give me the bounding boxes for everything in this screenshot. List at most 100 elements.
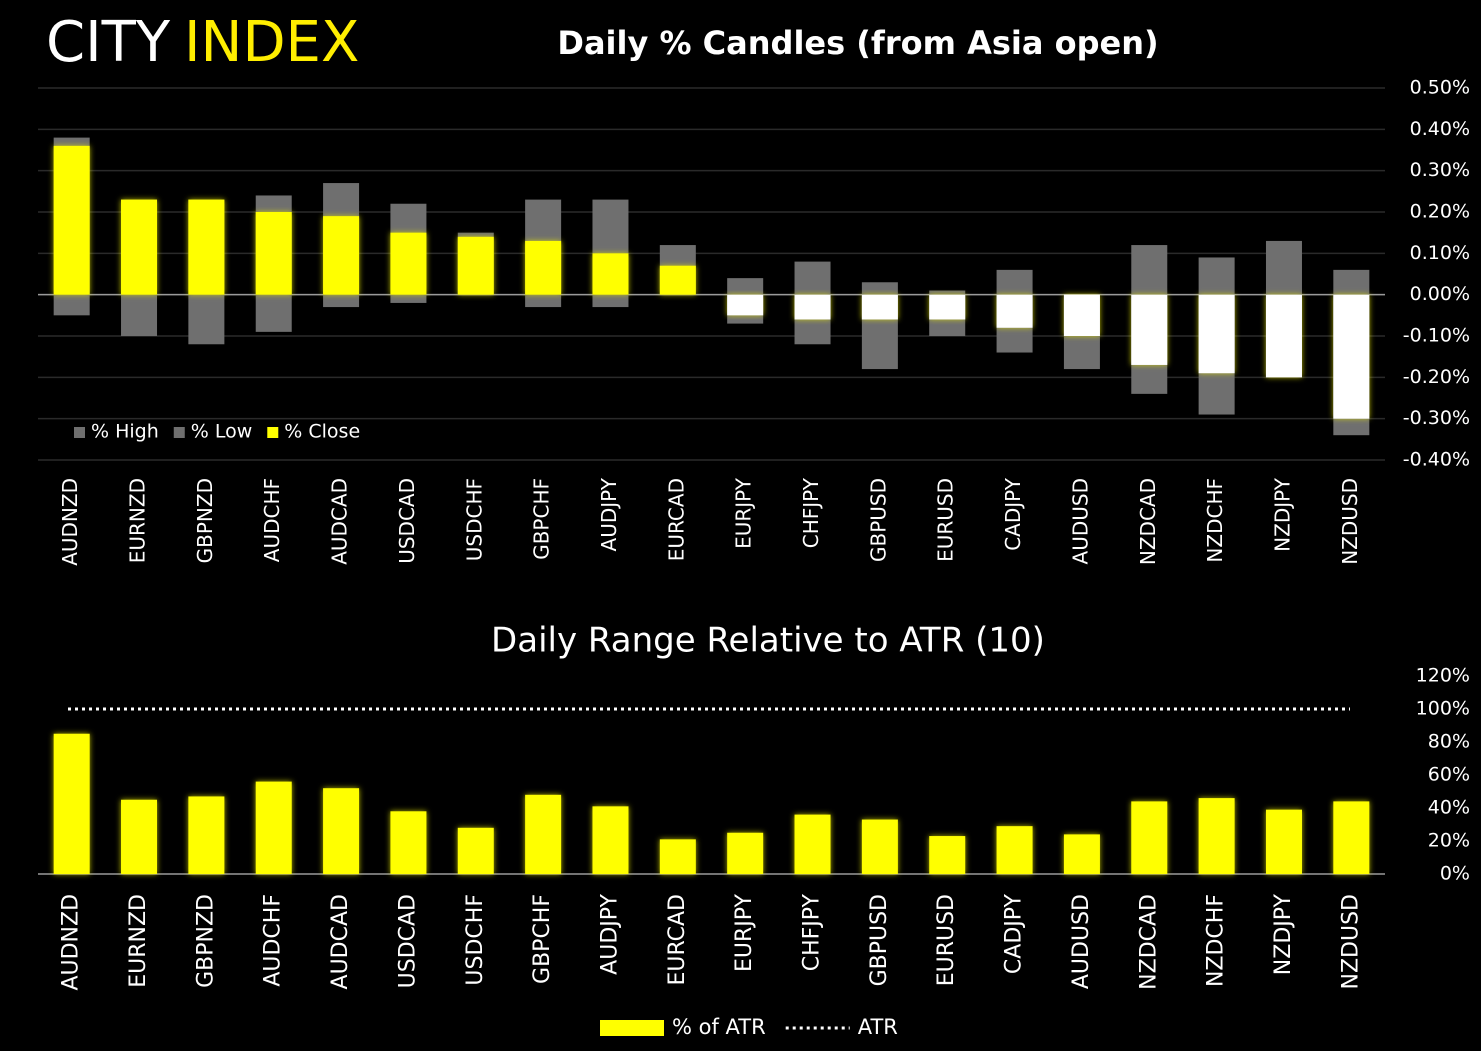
high-bar [794,261,831,295]
x-tick-label: GBPNZD [193,478,217,563]
low-bar [121,294,158,336]
x-tick-label: CADJPY [1002,893,1027,974]
bar [727,832,764,874]
x-tick-label: AUDUSD [1068,478,1092,564]
x-tick-label: USDCHF [463,894,488,986]
y-tick-label: 0.10% [1410,242,1470,264]
close-bar [929,294,966,320]
bar [929,836,966,874]
close-bar [1333,294,1370,419]
bar [1131,801,1168,874]
x-tick-label: NZDCHF [1203,478,1227,563]
bar [457,827,494,874]
y-tick-label: 0.20% [1410,201,1470,223]
bar [659,839,696,874]
high-bar [929,290,966,295]
low-bar [390,294,427,303]
high-bar [1131,245,1168,295]
bar [188,796,225,874]
high-bar [727,278,764,295]
x-tick-label: NZDUSD [1338,478,1362,565]
close-bar [457,236,494,295]
y-tick-label: -0.10% [1403,325,1470,347]
x-tick-label: GBPCHF [530,894,555,984]
low-bar [323,294,360,308]
legend-label: % of ATR [672,1015,766,1039]
x-tick-label: EURNZD [126,894,151,988]
y-tick-label: 80% [1428,731,1470,753]
legend-label: % Low [191,421,253,443]
bar [525,794,562,874]
y-tick-label: 0% [1440,863,1470,885]
y-tick-label: 40% [1428,797,1470,819]
close-bar [390,232,427,295]
y-tick-label: 0.30% [1410,159,1470,181]
x-tick-label: AUDNZD [58,478,82,566]
x-tick-label: EURCAD [664,478,688,561]
close-bar [525,240,562,295]
x-tick-label: USDCAD [395,894,420,988]
y-tick-label: 0.40% [1410,118,1470,140]
bar [1198,798,1235,874]
y-tick-label: 0.00% [1410,283,1470,305]
high-bar [1333,269,1370,295]
close-bar [1265,294,1302,378]
y-tick-label: 120% [1416,665,1470,687]
x-tick-label: NZDCAD [1136,478,1160,565]
chart-title: Daily Range Relative to ATR (10) [491,621,1045,661]
x-tick-label: GBPUSD [867,894,892,986]
low-bar [255,294,292,332]
x-tick-label: AUDCHF [261,894,286,987]
bar [390,811,427,874]
x-tick-label: NZDJPY [1271,893,1296,975]
close-bar [1063,294,1100,336]
close-bar [53,145,90,295]
brand: CITY INDEX [46,10,359,75]
x-tick-label: AUDCHF [260,478,284,562]
close-bar [255,212,292,295]
high-bar [996,269,1033,295]
x-tick-label: NZDCHF [1204,894,1229,987]
x-tick-label: EURNZD [126,478,150,563]
close-bar [592,253,629,295]
y-tick-label: 60% [1428,764,1470,786]
y-tick-label: -0.40% [1403,449,1470,471]
close-bar [794,294,831,320]
low-bar [525,294,562,308]
legend-swatch [600,1020,664,1036]
x-tick-label: GBPCHF [530,478,554,560]
close-bar [659,265,696,295]
x-tick-label: EURCAD [665,894,690,986]
x-tick-label: CADJPY [1001,477,1025,551]
x-tick-label: GBPUSD [866,478,890,562]
legend-swatch [74,427,85,438]
legend-swatch [173,427,185,438]
y-tick-label: 20% [1428,830,1470,852]
brand-index: INDEX [184,10,359,75]
brand-city: CITY [46,10,171,75]
close-bar [323,216,360,295]
bar [794,814,831,874]
low-bar [188,294,225,345]
close-bar [121,199,158,295]
x-tick-label: CHFJPY [800,893,825,971]
close-bar [1198,294,1235,374]
bar [1265,809,1302,874]
legend-swatch [267,427,279,438]
low-bar [592,294,629,308]
bar [53,733,90,874]
y-tick-label: -0.20% [1403,366,1470,388]
chart-title: Daily % Candles (from Asia open) [557,24,1158,62]
high-bar [1265,240,1302,295]
x-tick-label: USDCAD [395,478,419,564]
x-tick-label: AUDNZD [59,894,84,991]
legend-label: ATR [858,1015,898,1039]
x-tick-label: USDCHF [462,478,486,561]
bar [1063,834,1100,874]
y-tick-label: 100% [1416,698,1470,720]
x-tick-label: NZDUSD [1338,894,1363,989]
x-tick-label: AUDJPY [597,893,622,974]
legend-label: % Close [284,421,360,443]
